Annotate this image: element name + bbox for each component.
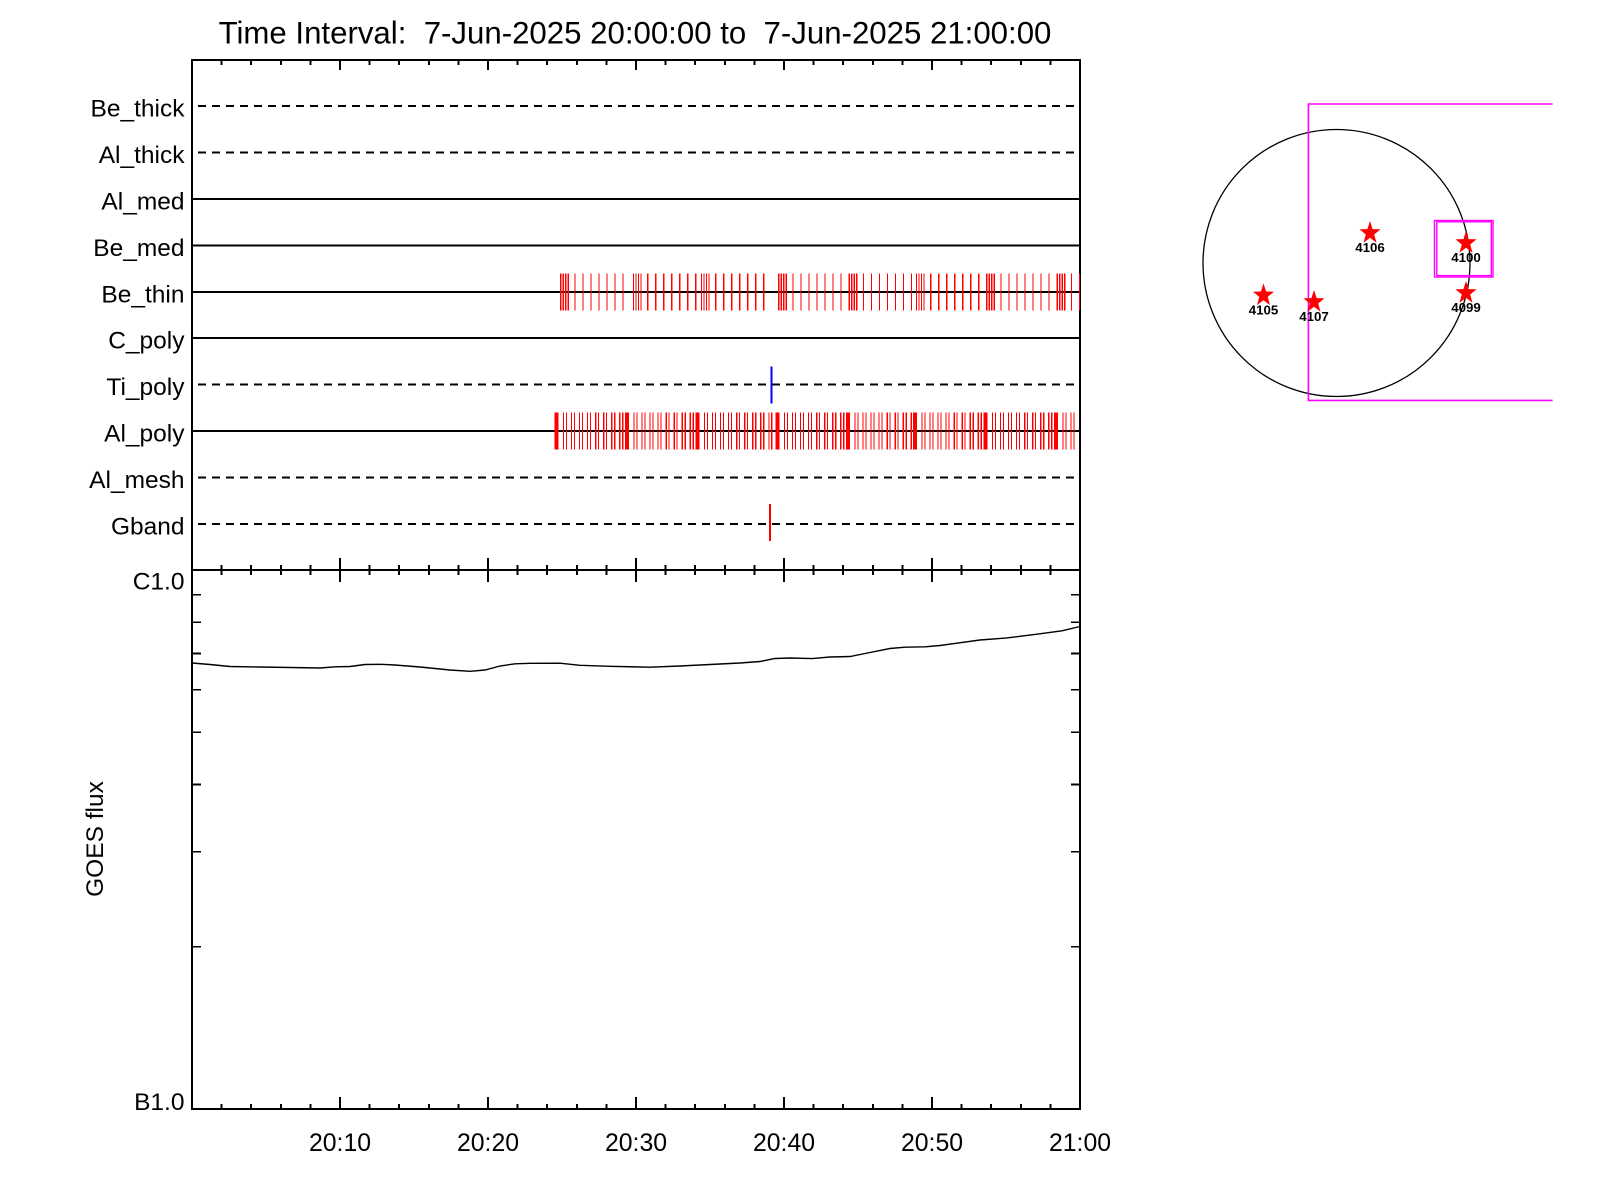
svg-text:21:00: 21:00 [1049, 1130, 1111, 1157]
svg-text:Be_thick: Be_thick [91, 96, 186, 123]
svg-text:GOES flux: GOES flux [82, 781, 109, 897]
svg-text:Be_med: Be_med [93, 235, 184, 262]
svg-text:Al_thick: Al_thick [99, 142, 186, 169]
svg-text:C1.0: C1.0 [133, 569, 185, 596]
svg-text:20:10: 20:10 [309, 1130, 371, 1157]
svg-text:4106: 4106 [1355, 240, 1385, 255]
svg-text:20:40: 20:40 [753, 1130, 815, 1157]
svg-text:4105: 4105 [1249, 302, 1279, 317]
svg-text:Gband: Gband [111, 514, 185, 541]
svg-text:20:20: 20:20 [457, 1130, 519, 1157]
svg-text:4100: 4100 [1451, 250, 1481, 265]
svg-text:Al_med: Al_med [101, 188, 184, 215]
svg-text:Al_mesh: Al_mesh [89, 467, 184, 494]
svg-text:20:30: 20:30 [605, 1130, 667, 1157]
svg-text:C_poly: C_poly [108, 328, 185, 355]
svg-text:20:50: 20:50 [901, 1130, 963, 1157]
svg-text:Time Interval: 7-Jun-2025 20:: Time Interval: 7-Jun-2025 20:00:00 to 7-… [219, 16, 1052, 51]
svg-text:B1.0: B1.0 [134, 1089, 184, 1116]
svg-text:Ti_poly: Ti_poly [106, 374, 185, 401]
svg-text:4099: 4099 [1451, 300, 1481, 315]
svg-text:Al_poly: Al_poly [104, 421, 185, 448]
svg-text:4107: 4107 [1299, 309, 1329, 324]
svg-text:Be_thin: Be_thin [101, 281, 184, 308]
